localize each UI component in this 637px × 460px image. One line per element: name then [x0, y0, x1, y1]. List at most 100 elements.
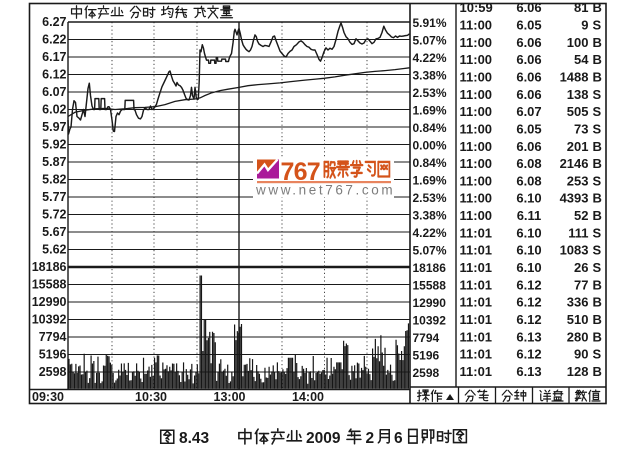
- svg-text:11:00: 11:00: [460, 70, 493, 85]
- svg-text:6.08: 6.08: [516, 173, 541, 188]
- svg-text:11:01: 11:01: [460, 295, 493, 310]
- svg-text:9: 9: [581, 18, 588, 33]
- svg-text:6.06: 6.06: [516, 87, 541, 102]
- svg-text:B: B: [593, 295, 602, 310]
- svg-text:6.17: 6.17: [42, 50, 66, 64]
- svg-text:18186: 18186: [413, 261, 447, 275]
- svg-text:11:01: 11:01: [460, 347, 493, 362]
- svg-text:10392: 10392: [32, 313, 67, 327]
- svg-text:128: 128: [567, 364, 589, 379]
- svg-text:2.53%: 2.53%: [413, 86, 447, 100]
- svg-text:81: 81: [574, 0, 588, 15]
- svg-text:11:00: 11:00: [460, 121, 493, 136]
- svg-text:6.12: 6.12: [516, 277, 541, 292]
- svg-text:6.10: 6.10: [516, 191, 541, 206]
- svg-text:12990: 12990: [32, 295, 67, 309]
- svg-text:11:00: 11:00: [460, 104, 493, 119]
- svg-text:11:00: 11:00: [460, 208, 493, 223]
- svg-text:6.08: 6.08: [516, 156, 541, 171]
- svg-text:6.06: 6.06: [516, 70, 541, 85]
- svg-text:09:30: 09:30: [32, 390, 64, 404]
- svg-text:6.13: 6.13: [516, 364, 541, 379]
- svg-text:11:00: 11:00: [460, 35, 493, 50]
- svg-text:B: B: [593, 329, 602, 344]
- svg-text:S: S: [593, 225, 602, 240]
- svg-text:5.87: 5.87: [42, 155, 66, 169]
- svg-text:6.05: 6.05: [516, 18, 541, 33]
- svg-text:6.07: 6.07: [42, 85, 66, 99]
- svg-text:4393: 4393: [560, 191, 589, 206]
- svg-text:11:01: 11:01: [460, 225, 493, 240]
- svg-text:90: 90: [574, 347, 588, 362]
- svg-text:11:00: 11:00: [460, 18, 493, 33]
- svg-text:4.22%: 4.22%: [413, 51, 447, 65]
- svg-text:52: 52: [574, 208, 588, 223]
- svg-text:S: S: [593, 87, 602, 102]
- svg-text:5.72: 5.72: [42, 208, 66, 222]
- svg-text:6.06: 6.06: [516, 35, 541, 50]
- svg-text:S: S: [593, 173, 602, 188]
- svg-text:11:01: 11:01: [460, 329, 493, 344]
- svg-text:6.06: 6.06: [516, 52, 541, 67]
- svg-text:7794: 7794: [413, 331, 440, 345]
- svg-text:5196: 5196: [413, 349, 440, 363]
- svg-text:5.07%: 5.07%: [413, 244, 447, 258]
- svg-text:5.97: 5.97: [42, 120, 66, 134]
- svg-text:1.69%: 1.69%: [413, 104, 447, 118]
- svg-text:54: 54: [574, 52, 589, 67]
- svg-text:5.07%: 5.07%: [413, 34, 447, 48]
- svg-text:280: 280: [567, 329, 589, 344]
- svg-text:2146: 2146: [560, 156, 589, 171]
- svg-text:6.06: 6.06: [516, 0, 541, 15]
- svg-text:5.92: 5.92: [42, 138, 66, 152]
- svg-text:26: 26: [574, 260, 588, 275]
- svg-text:S: S: [593, 18, 602, 33]
- svg-text:13:00: 13:00: [214, 390, 246, 404]
- svg-text:10:59: 10:59: [460, 0, 493, 15]
- svg-text:15588: 15588: [413, 279, 447, 293]
- svg-text:2598: 2598: [39, 365, 67, 379]
- svg-text:11:00: 11:00: [460, 173, 493, 188]
- svg-text:S: S: [593, 347, 602, 362]
- svg-text:18186: 18186: [32, 260, 67, 274]
- svg-text:201: 201: [567, 139, 589, 154]
- svg-text:336: 336: [567, 295, 589, 310]
- svg-text:0.84%: 0.84%: [413, 156, 447, 170]
- svg-text:8.43: 8.43: [179, 430, 210, 447]
- svg-text:14:00: 14:00: [292, 390, 324, 404]
- svg-text:1.69%: 1.69%: [413, 174, 447, 188]
- svg-text:11:01: 11:01: [460, 243, 493, 258]
- svg-text:B: B: [593, 191, 602, 206]
- svg-text:100: 100: [567, 35, 589, 50]
- svg-text:11:01: 11:01: [460, 277, 493, 292]
- svg-text:77: 77: [574, 277, 588, 292]
- svg-text:253: 253: [567, 173, 589, 188]
- svg-text:B: B: [593, 52, 602, 67]
- svg-text:12990: 12990: [413, 296, 447, 310]
- svg-text:S: S: [593, 121, 602, 136]
- svg-text:B: B: [593, 312, 602, 327]
- svg-text:505: 505: [567, 104, 589, 119]
- svg-text:0.84%: 0.84%: [413, 121, 447, 135]
- svg-text:6.12: 6.12: [516, 295, 541, 310]
- svg-text:B: B: [593, 364, 602, 379]
- svg-text:2009: 2009: [306, 430, 341, 447]
- svg-text:11:00: 11:00: [460, 191, 493, 206]
- svg-text:5.62: 5.62: [42, 243, 66, 257]
- svg-text:6.12: 6.12: [42, 68, 66, 82]
- svg-text:11:01: 11:01: [460, 364, 493, 379]
- svg-text:0.00%: 0.00%: [413, 139, 447, 153]
- svg-text:5.91%: 5.91%: [413, 16, 447, 30]
- svg-text:138: 138: [567, 87, 589, 102]
- svg-text:767: 767: [281, 158, 320, 186]
- svg-text:6.12: 6.12: [516, 347, 541, 362]
- svg-text:10392: 10392: [413, 314, 447, 328]
- svg-text:10:30: 10:30: [135, 390, 167, 404]
- svg-text:6.22: 6.22: [42, 33, 66, 47]
- svg-text:6.12: 6.12: [516, 312, 541, 327]
- svg-text:S: S: [593, 243, 602, 258]
- svg-text:5.77: 5.77: [42, 190, 66, 204]
- svg-text:6: 6: [394, 430, 403, 447]
- svg-text:5.82: 5.82: [42, 173, 66, 187]
- svg-text:11:00: 11:00: [460, 87, 493, 102]
